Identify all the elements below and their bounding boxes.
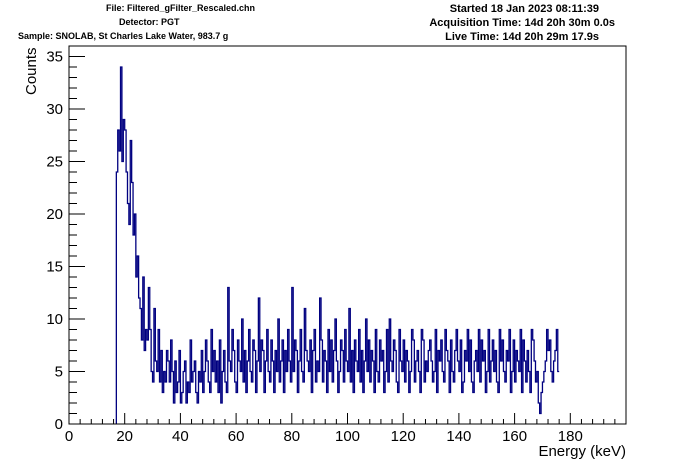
y-tick-label: 15 [46, 259, 63, 276]
x-tick-label: 0 [65, 428, 73, 445]
spectrum-histogram [115, 66, 560, 424]
x-tick-label: 180 [558, 428, 583, 445]
x-tick-label: 100 [335, 428, 360, 445]
x-tick-label: 80 [283, 428, 300, 445]
y-tick-label: 25 [46, 154, 63, 171]
y-tick-label: 35 [46, 49, 63, 66]
spectrum-line [115, 66, 560, 424]
x-tick-label: 140 [446, 428, 471, 445]
x-tick-label: 60 [228, 428, 245, 445]
axes: 0 20 40 60 80 100 120 140 160 180 0 5 10 15 20 25 30 35 [46, 45, 627, 445]
detector-label: Detector: PGT [119, 17, 180, 27]
x-axis-title: Energy (keV) [538, 443, 626, 460]
y-tick-label: 0 [55, 416, 63, 433]
y-tick-label: 10 [46, 311, 63, 328]
file-label: File: Filtered_gFilter_Rescaled.chn [106, 3, 256, 13]
y-tick-label: 30 [46, 101, 63, 118]
y-tick-label: 20 [46, 206, 63, 223]
y-axis-title: Counts [23, 47, 40, 95]
acquisition-time-label: Acquisition Time: 14d 20h 30m 0.0s [429, 17, 615, 29]
y-tick-label: 5 [55, 364, 63, 381]
live-time-label: Live Time: 14d 20h 29m 17.9s [445, 31, 599, 43]
sample-label: Sample: SNOLAB, St Charles Lake Water, 9… [18, 31, 229, 41]
x-tick-label: 120 [391, 428, 416, 445]
x-tick-label: 20 [116, 428, 133, 445]
started-label: Started 18 Jan 2023 08:11:39 [449, 3, 599, 15]
x-tick-label: 40 [172, 428, 189, 445]
x-tick-label: 160 [502, 428, 527, 445]
